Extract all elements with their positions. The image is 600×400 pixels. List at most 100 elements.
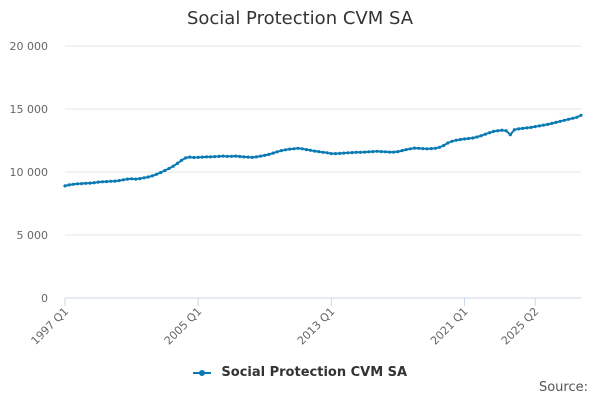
data-point	[417, 146, 421, 150]
data-point	[558, 119, 562, 123]
data-point	[192, 155, 196, 160]
y-tick-label: 15 000	[10, 103, 49, 116]
data-point	[521, 126, 525, 130]
data-point	[142, 176, 146, 180]
data-point	[125, 177, 129, 181]
data-point	[283, 148, 288, 152]
data-point	[400, 149, 404, 153]
data-point	[508, 133, 512, 137]
data-point	[217, 154, 221, 158]
data-point	[550, 121, 554, 125]
chart-title: Social Protection CVM SA	[186, 8, 414, 29]
data-point	[467, 136, 471, 141]
data-point	[329, 152, 333, 156]
series-line	[64, 114, 582, 187]
data-point	[566, 117, 571, 121]
data-point	[437, 145, 442, 149]
data-point	[113, 179, 117, 183]
data-point	[350, 151, 354, 155]
x-tick-labels: 1997 Q1 2005 Q1 2013 Q1 2021 Q1 2025 Q2	[29, 305, 542, 348]
data-point	[575, 115, 579, 119]
data-point	[171, 164, 175, 168]
data-point	[454, 138, 458, 142]
data-point	[367, 150, 371, 154]
data-point	[313, 149, 317, 153]
data-point	[504, 129, 508, 133]
data-point	[342, 151, 346, 155]
data-point	[450, 139, 454, 143]
data-point	[533, 125, 537, 129]
data-point	[134, 177, 138, 181]
data-point	[333, 152, 338, 156]
data-point	[554, 120, 558, 124]
data-point	[238, 154, 242, 159]
data-point	[408, 147, 412, 151]
data-point	[105, 180, 109, 184]
data-point	[571, 116, 575, 120]
data-point	[429, 147, 433, 151]
data-point	[163, 168, 167, 173]
data-point	[121, 178, 125, 182]
data-point	[579, 113, 583, 117]
legend-label: Social Protection CVM SA	[221, 365, 408, 380]
data-point	[67, 183, 71, 187]
data-point	[517, 127, 521, 131]
data-point	[263, 153, 267, 157]
data-point	[317, 150, 321, 154]
data-point	[541, 123, 546, 127]
data-point	[271, 151, 275, 155]
data-point	[483, 132, 487, 136]
data-point	[80, 182, 84, 186]
data-point	[179, 158, 184, 162]
data-point	[392, 150, 396, 154]
data-point	[425, 147, 429, 151]
data-point	[433, 146, 437, 150]
axes	[64, 297, 581, 306]
data-point	[288, 147, 292, 151]
data-point	[304, 148, 308, 152]
data-point	[200, 155, 204, 159]
x-tick-label: 2025 Q2	[499, 305, 542, 348]
data-point	[267, 152, 271, 156]
data-point	[442, 143, 446, 148]
data-point	[421, 147, 425, 151]
data-point	[308, 148, 313, 152]
data-point	[130, 177, 134, 181]
data-point	[229, 154, 234, 158]
data-point	[221, 154, 225, 158]
data-point	[84, 181, 88, 185]
data-point	[404, 148, 408, 152]
data-point	[242, 155, 246, 159]
data-point	[109, 179, 113, 183]
data-point	[71, 182, 75, 186]
data-point	[492, 129, 496, 133]
data-point	[275, 150, 279, 154]
x-tick-label: 2005 Q1	[162, 305, 205, 348]
data-point	[471, 136, 475, 140]
data-point	[383, 150, 387, 154]
data-point	[234, 154, 238, 158]
data-point	[537, 124, 542, 128]
data-point	[88, 181, 92, 185]
data-point	[388, 150, 392, 154]
data-point	[292, 147, 296, 151]
y-tick-label: 10 000	[10, 166, 49, 179]
data-point	[138, 177, 142, 181]
data-point	[250, 155, 254, 159]
source-credit: Source:	[538, 380, 588, 395]
series	[63, 113, 583, 188]
data-point	[225, 154, 229, 158]
data-point	[296, 146, 300, 150]
data-point	[375, 149, 379, 153]
legend[interactable]: Social Protection CVM SA	[0, 365, 600, 380]
data-point	[321, 150, 325, 154]
data-point	[458, 137, 462, 142]
data-point	[146, 175, 150, 179]
data-point	[96, 180, 100, 184]
data-point	[300, 147, 304, 151]
data-point	[546, 122, 550, 126]
data-point	[496, 129, 500, 133]
data-point	[412, 146, 417, 150]
data-point	[462, 137, 467, 141]
